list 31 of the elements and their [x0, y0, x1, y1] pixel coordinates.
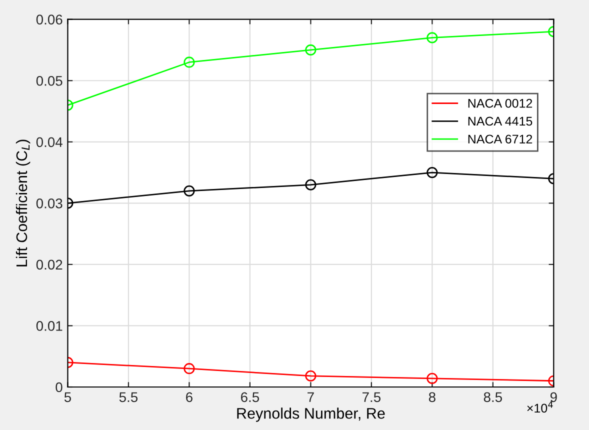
y-tick-label: 0.05 — [36, 76, 62, 86]
y-tick-label: 0.03 — [36, 198, 62, 208]
point — [305, 179, 316, 190]
x-tick-label: 7.5 — [362, 392, 381, 402]
point — [426, 166, 438, 178]
legend-label: NACA 0012 — [468, 98, 532, 108]
y-tick-label: 0.06 — [36, 14, 62, 25]
legend-label: NACA 4415 — [468, 116, 532, 126]
text: ×10$^{4}$ — [527, 401, 553, 413]
point — [184, 56, 195, 68]
point — [426, 372, 438, 384]
y-axis-title: Lift Coefficient (C$_{L}$) — [16, 140, 30, 266]
x-tick-label: 5.5 — [119, 392, 138, 402]
y-tick-label: 0.01 — [36, 321, 62, 331]
y-tick-label: 0 — [56, 382, 62, 392]
x-tick-label: 8.5 — [484, 392, 502, 402]
point — [184, 185, 195, 196]
x-tick-label: 9 — [550, 392, 557, 402]
x-tick-label: 5 — [64, 392, 72, 402]
x-tick-label: 8 — [428, 392, 436, 402]
x-tick-label: 6 — [186, 392, 192, 402]
point — [184, 363, 195, 374]
y-tick-label: 0.04 — [36, 137, 62, 148]
point — [305, 44, 316, 56]
point — [426, 32, 438, 44]
x-tick-label: 6.5 — [241, 392, 260, 402]
x-axis-title: Reynolds Number, Re — [237, 408, 385, 422]
legend-label: NACA 6712 — [468, 134, 532, 144]
y-tick-label: 0.02 — [36, 260, 62, 270]
x-tick-label: 7 — [308, 392, 314, 402]
point — [305, 370, 316, 382]
